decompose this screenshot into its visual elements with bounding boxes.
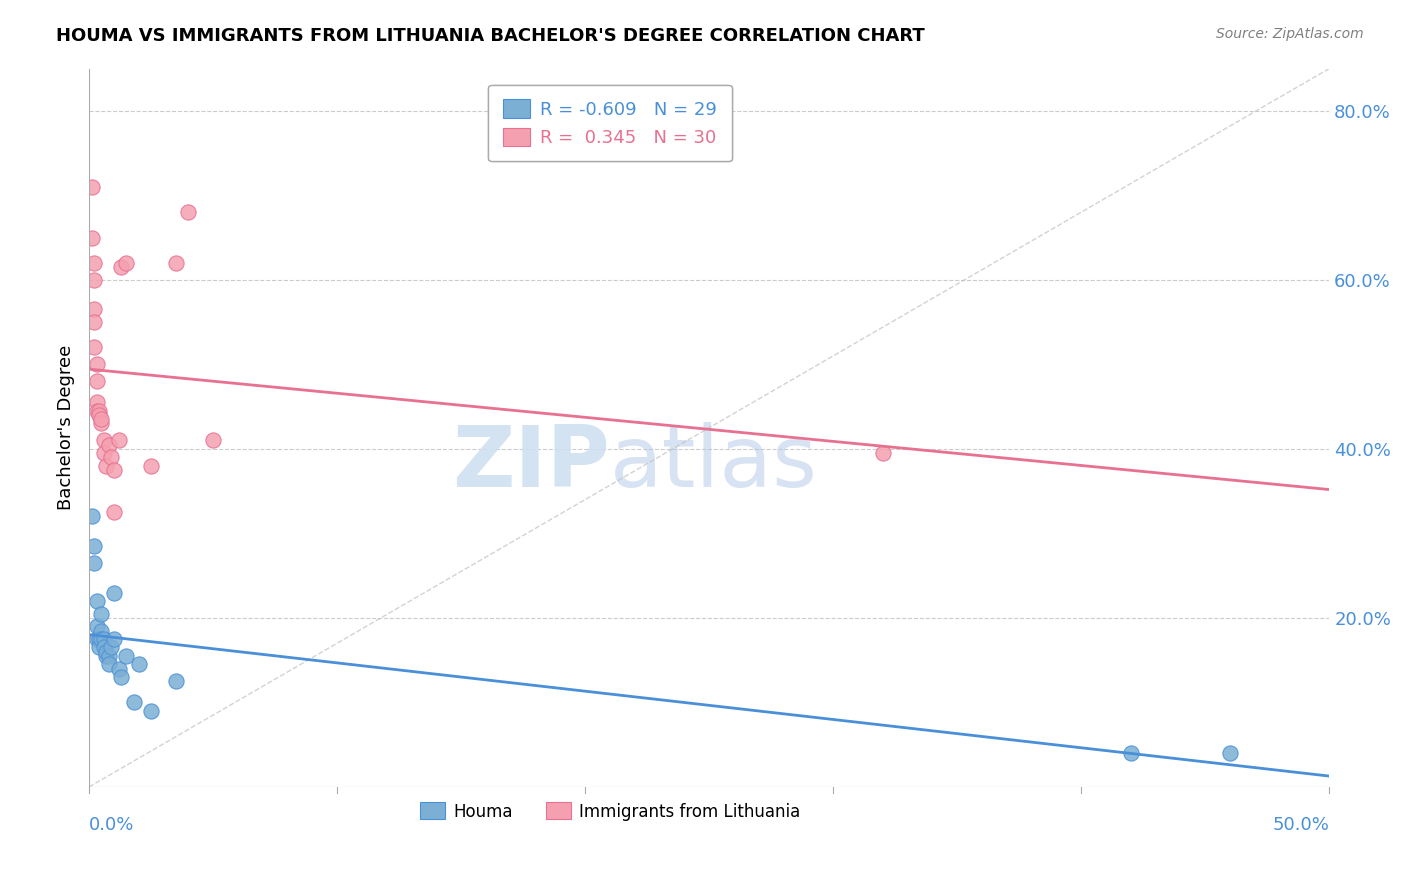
Point [80, 179, 103, 194]
Point [93, 640, 115, 655]
Legend: R = -0.609   N = 29, R =  0.345   N = 30: R = -0.609 N = 29, R = 0.345 N = 30 [488, 85, 731, 161]
Text: 50.0%: 50.0% [1272, 815, 1329, 834]
Point [86, 374, 108, 388]
Point [115, 256, 138, 270]
Point [103, 505, 125, 519]
Point [80, 230, 103, 244]
Point [87, 640, 110, 655]
Y-axis label: Bachelor's Degree: Bachelor's Degree [58, 345, 75, 510]
Point [90, 624, 112, 638]
Point [86, 619, 108, 633]
Point [93, 434, 115, 448]
Point [83, 556, 105, 570]
Point [103, 585, 125, 599]
Point [122, 695, 145, 709]
Point [83, 315, 105, 329]
Point [110, 260, 132, 274]
Text: atlas: atlas [610, 422, 818, 505]
Point [86, 404, 108, 418]
Point [87, 404, 110, 418]
Point [90, 417, 112, 431]
Point [110, 670, 132, 684]
Point [108, 434, 131, 448]
Text: HOUMA VS IMMIGRANTS FROM LITHUANIA BACHELOR'S DEGREE CORRELATION CHART: HOUMA VS IMMIGRANTS FROM LITHUANIA BACHE… [56, 27, 925, 45]
Point [80, 509, 103, 524]
Point [97, 657, 120, 672]
Point [165, 256, 187, 270]
Point [128, 657, 150, 672]
Point [177, 205, 200, 219]
Point [103, 632, 125, 646]
Point [96, 645, 118, 659]
Point [97, 648, 120, 663]
Point [165, 674, 187, 689]
Point [103, 463, 125, 477]
Point [93, 446, 115, 460]
Point [87, 632, 110, 646]
Point [139, 704, 162, 718]
Point [83, 256, 105, 270]
Point [83, 340, 105, 354]
Point [96, 458, 118, 473]
Point [108, 662, 131, 676]
Point [83, 302, 105, 317]
Point [115, 648, 138, 663]
Point [86, 357, 108, 371]
Text: 0.0%: 0.0% [89, 815, 135, 834]
Point [86, 395, 108, 409]
Point [96, 648, 118, 663]
Point [100, 450, 122, 465]
Point [872, 446, 894, 460]
Point [97, 437, 120, 451]
Point [202, 434, 225, 448]
Text: ZIP: ZIP [453, 422, 610, 505]
Point [83, 539, 105, 553]
Point [86, 594, 108, 608]
Point [90, 607, 112, 621]
Point [93, 632, 115, 646]
Point [100, 640, 122, 655]
Text: Source: ZipAtlas.com: Source: ZipAtlas.com [1216, 27, 1364, 41]
Point [83, 273, 105, 287]
Point [90, 632, 112, 646]
Point [139, 458, 162, 473]
Point [86, 632, 108, 646]
Point [90, 412, 112, 426]
Point [87, 408, 110, 422]
Point [1119, 746, 1142, 760]
Point [1219, 746, 1241, 760]
